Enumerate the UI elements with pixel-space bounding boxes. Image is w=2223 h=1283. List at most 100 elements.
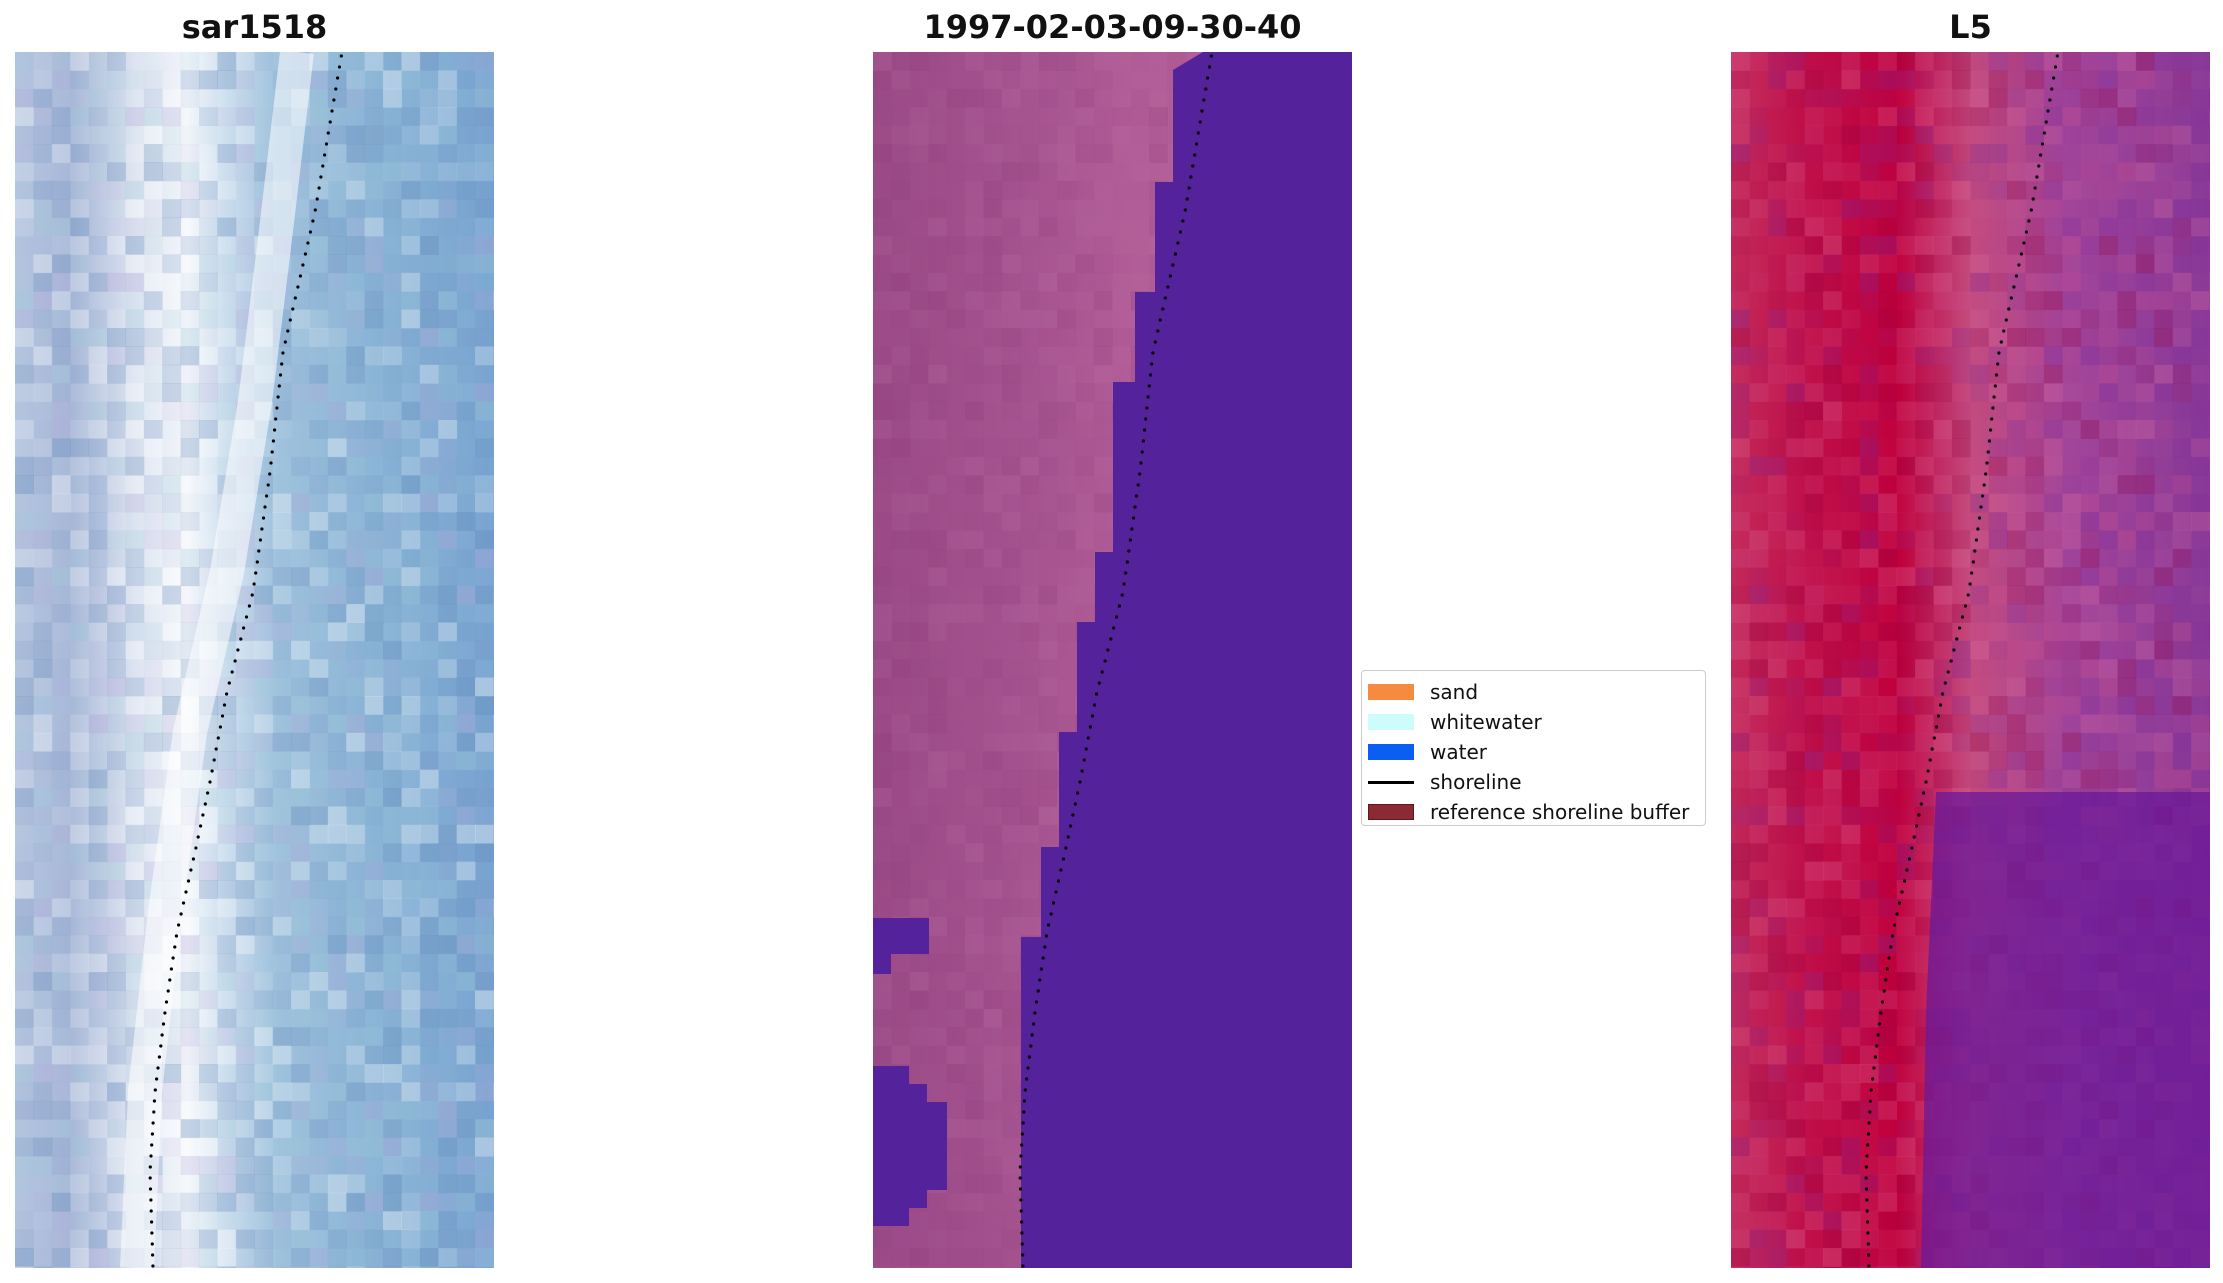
shoreline-dot [254,571,258,575]
shoreline-dot [301,263,305,267]
shoreline-dot [1018,1187,1023,1191]
shoreline-dot [1088,725,1092,729]
shoreline-dot [1985,461,1989,465]
legend-item-sand: sand [1368,677,1705,707]
shoreline-dot [250,593,254,597]
shoreline-dot [1133,505,1137,509]
shoreline-dot [1086,736,1090,740]
shoreline-dot [261,516,266,520]
shoreline-dot [1135,494,1139,498]
legend-label-whitewater: whitewater [1430,710,1542,734]
shoreline-dot [2027,219,2031,223]
shoreline-dot [1069,824,1073,828]
shoreline-dot [271,439,275,443]
shoreline-dot [151,1264,155,1268]
shoreline-dot [1936,714,1941,718]
shoreline-line-swatch [1368,780,1414,784]
shoreline-dot [1166,285,1170,289]
shoreline-dot [1984,472,1988,476]
shoreline-dot [1020,1231,1024,1235]
shoreline-dot [1020,1220,1024,1224]
shoreline-dot [276,395,280,399]
shoreline-dot [1864,1187,1869,1191]
shoreline-dot [244,615,249,619]
shoreline-dot [1191,164,1195,168]
shoreline-dot [1173,252,1177,256]
shoreline-dot [1907,857,1911,861]
shoreline-dot [1153,340,1157,344]
shoreline-dot [1049,912,1053,916]
shoreline-dot [225,692,229,696]
shoreline-dot [1158,318,1162,322]
shoreline-dot [1156,329,1160,333]
rgb-image [15,52,494,1268]
shoreline-dot [1928,758,1932,762]
shoreline-dot [1020,1143,1024,1147]
shoreline-dot [1890,934,1894,938]
shoreline-dot [1970,571,1974,575]
panel-title-rgb: sar1518 [181,8,328,46]
shoreline-dot [1893,923,1897,927]
shoreline-dot [1875,1044,1879,1048]
shoreline-dot [280,362,284,366]
shoreline-dot [265,494,269,498]
shoreline-dot [1071,813,1075,817]
shoreline-dot [1864,1165,1868,1169]
shoreline-dot [1867,1121,1871,1125]
shoreline-dot [2017,263,2021,267]
shoreline-dot [336,76,340,80]
shoreline-dot [1128,538,1132,542]
shoreline-dot [150,1132,154,1136]
shoreline-dot [1966,593,1970,597]
shoreline-dot [1924,780,1928,784]
shoreline-dot [1194,142,1199,146]
shoreline-dot [266,483,270,487]
shoreline-dot [319,175,323,179]
shoreline-dot [1189,175,1193,179]
shoreline-dot [1872,1066,1876,1070]
shoreline-dot [156,1066,160,1070]
shoreline-dot [1992,395,1996,399]
shoreline-dot [1187,186,1191,190]
shoreline-dot [1059,868,1063,872]
shoreline-dot [1022,1110,1026,1114]
shoreline-dot [2029,208,2033,212]
shoreline-dot [1960,615,1965,619]
shoreline-dot [1989,428,1993,432]
whitewater-swatch [1368,714,1414,730]
shoreline-dot [306,241,310,245]
shoreline-dot [2040,142,2045,146]
shoreline-dot [1027,1055,1031,1059]
shoreline-dot [1917,813,1921,817]
shoreline-dot [1982,483,1986,487]
shoreline-dot [1036,989,1040,993]
shoreline-dot [150,1220,154,1224]
shoreline-dot [212,758,216,762]
shoreline-dot [196,835,200,839]
shoreline-dot [1124,571,1128,575]
shoreline-dot [296,285,300,289]
shoreline-dot [1977,516,1982,520]
shoreline-dot [1147,384,1151,388]
shoreline-dot [151,1253,155,1257]
shoreline-dot [2004,318,2008,322]
shoreline-dot [315,197,319,201]
shoreline-dot [1938,703,1943,707]
shoreline-dot [242,626,246,630]
shoreline-dot [1144,417,1148,421]
shoreline-dot [1996,362,2000,366]
shoreline-dot [1054,890,1058,894]
shoreline-dot [1136,483,1140,487]
shoreline-dot [1064,846,1068,850]
legend: sand whitewater water shoreline referenc… [1361,670,1706,826]
shoreline-dot [149,1209,153,1213]
shoreline-dot [166,989,170,993]
shoreline-dot [220,714,225,718]
shoreline-dot [1922,791,1926,795]
legend-label-reference-buffer: reference shoreline buffer [1430,800,1690,824]
shoreline-dot [1161,307,1165,311]
shoreline-dot [1981,494,1985,498]
shoreline-dot [2044,120,2048,124]
shoreline-dot [286,329,290,333]
shoreline-dot [1963,604,1967,608]
